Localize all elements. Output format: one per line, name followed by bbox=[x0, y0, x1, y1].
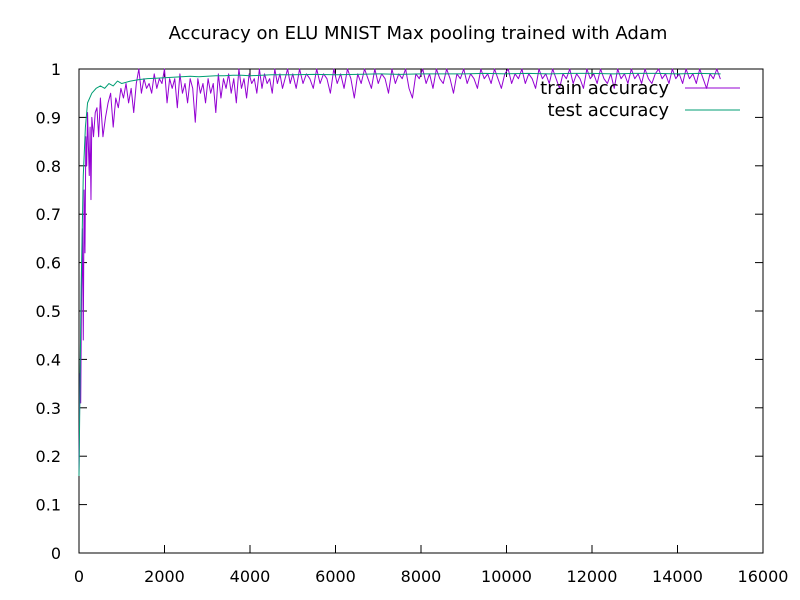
x-tick-label: 10000 bbox=[481, 567, 532, 586]
legend-label-test-accuracy: test accuracy bbox=[548, 100, 670, 121]
x-tick-label: 2000 bbox=[144, 567, 185, 586]
y-tick-label: 0.9 bbox=[36, 108, 61, 127]
plot-frame bbox=[78, 68, 764, 554]
chart-title: Accuracy on ELU MNIST Max pooling traine… bbox=[169, 23, 668, 44]
y-tick-label: 0.3 bbox=[36, 399, 61, 418]
x-tick-label: 14000 bbox=[652, 567, 703, 586]
y-tick-label: 0.1 bbox=[36, 496, 61, 515]
y-tick-label: 0.7 bbox=[36, 205, 61, 224]
chart-legend: train accuracy test accuracy bbox=[540, 78, 740, 121]
y-tick-label: 0.8 bbox=[36, 157, 61, 176]
x-axis-ticks: 0 2000 4000 6000 8000 10000 12000 14000 16000 bbox=[74, 69, 789, 586]
x-tick-label: 0 bbox=[74, 567, 84, 586]
y-axis-ticks: 0 0.1 0.2 0.3 0.4 0.5 0.6 0.7 0.8 0.9 1 bbox=[36, 60, 763, 563]
y-tick-label: 0.5 bbox=[36, 302, 61, 321]
y-tick-label: 0.4 bbox=[36, 350, 61, 369]
x-tick-label: 6000 bbox=[315, 567, 356, 586]
y-tick-label: 1 bbox=[51, 60, 61, 79]
x-tick-label: 12000 bbox=[567, 567, 618, 586]
x-tick-label: 16000 bbox=[738, 567, 789, 586]
test-accuracy-series-line bbox=[78, 72, 721, 477]
y-tick-label: 0 bbox=[51, 544, 61, 563]
legend-label-train-accuracy: train accuracy bbox=[540, 78, 669, 99]
y-tick-label: 0.6 bbox=[36, 254, 61, 273]
x-tick-label: 8000 bbox=[401, 567, 442, 586]
y-tick-label: 0.2 bbox=[36, 447, 61, 466]
train-accuracy-series-line bbox=[78, 68, 721, 477]
series-layer bbox=[78, 68, 721, 477]
x-tick-label: 4000 bbox=[230, 567, 271, 586]
